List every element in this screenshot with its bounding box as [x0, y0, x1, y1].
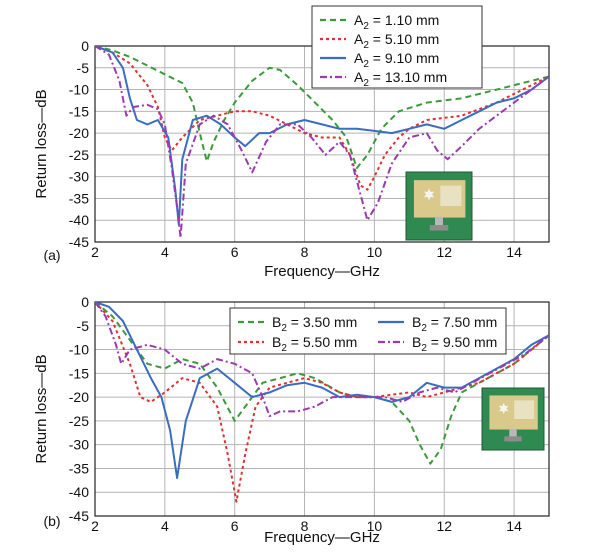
y-tick-label: -25	[69, 147, 89, 163]
series-line-1	[95, 46, 549, 169]
x-tick-label: 12	[436, 244, 452, 260]
y-tick-label: 0	[81, 38, 89, 54]
y-tick-label: -30	[69, 437, 89, 453]
chart-panel-b: 2 4 6 8 10 12 14 0 -5 -10 -15 -20 -25 -30 -35 -40 -45 Fre…	[33, 294, 550, 546]
y-tick-label: -45	[69, 508, 89, 524]
x-tick-label: 6	[231, 518, 239, 534]
series-line-4	[95, 302, 549, 418]
legend-label: B2 = 7.50 mm	[412, 314, 497, 334]
x-tick-label: 14	[506, 518, 522, 534]
legend-label: A2 = 1.10 mm	[354, 12, 439, 32]
legend-box	[229, 307, 507, 355]
y-tick-label: -10	[69, 342, 89, 358]
x-axis-label: Frequency—GHz	[264, 263, 380, 280]
x-tick-label: 10	[367, 518, 383, 534]
y-tick-label: 0	[81, 294, 89, 310]
panel-label: (a)	[43, 247, 60, 263]
antenna-photo	[405, 171, 473, 241]
y-tick-label: -15	[69, 103, 89, 119]
series-line-2	[95, 46, 549, 191]
x-tick-label: 12	[436, 518, 452, 534]
y-tick-label: -15	[69, 365, 89, 381]
legend-label: A2 = 13.10 mm	[354, 69, 447, 89]
x-tick-label: 8	[301, 244, 309, 260]
x-tick-label: 14	[506, 244, 522, 260]
x-tick-label: 4	[161, 518, 169, 534]
y-tick-label: -10	[69, 82, 89, 98]
y-tick-label: -20	[69, 125, 89, 141]
y-axis-label: Return loss—dB	[33, 354, 50, 463]
x-tick-label: 2	[91, 244, 99, 260]
y-tick-label: -25	[69, 413, 89, 429]
legend-label: B2 = 3.50 mm	[272, 314, 357, 334]
chart-panel-a: 2 4 6 8 10 12 14 0 -5 -10 -15 -20 -25 -30 -35 -40 -45 Fre…	[33, 5, 550, 280]
y-tick-label: -5	[77, 318, 90, 334]
y-tick-label: -35	[69, 460, 89, 476]
y-axis-label: Return loss—dB	[33, 89, 50, 198]
x-tick-label: 8	[301, 518, 309, 534]
x-tick-label: 2	[91, 518, 99, 534]
series-line-3	[95, 46, 549, 226]
x-axis-label: Frequency—GHz	[264, 529, 380, 546]
y-tick-label: -30	[69, 169, 89, 185]
y-tick-label: -45	[69, 234, 89, 250]
series-line-4	[95, 46, 549, 239]
legend-label: B2 = 9.50 mm	[412, 334, 497, 354]
x-tick-label: 4	[161, 244, 169, 260]
legend-label: A2 = 9.10 mm	[354, 50, 439, 70]
y-tick-label: -40	[69, 484, 89, 500]
legend-label: A2 = 5.10 mm	[354, 31, 439, 51]
legend-label: B2 = 5.50 mm	[272, 334, 357, 354]
y-tick-label: -35	[69, 190, 89, 206]
x-tick-label: 6	[231, 244, 239, 260]
panel-label: (b)	[43, 513, 60, 529]
series-line-1	[95, 302, 549, 465]
plot-frame	[94, 301, 550, 517]
y-tick-label: -5	[77, 60, 90, 76]
antenna-photo	[481, 387, 545, 451]
y-tick-label: -40	[69, 212, 89, 228]
y-tick-label: -20	[69, 389, 89, 405]
x-tick-label: 10	[367, 244, 383, 260]
